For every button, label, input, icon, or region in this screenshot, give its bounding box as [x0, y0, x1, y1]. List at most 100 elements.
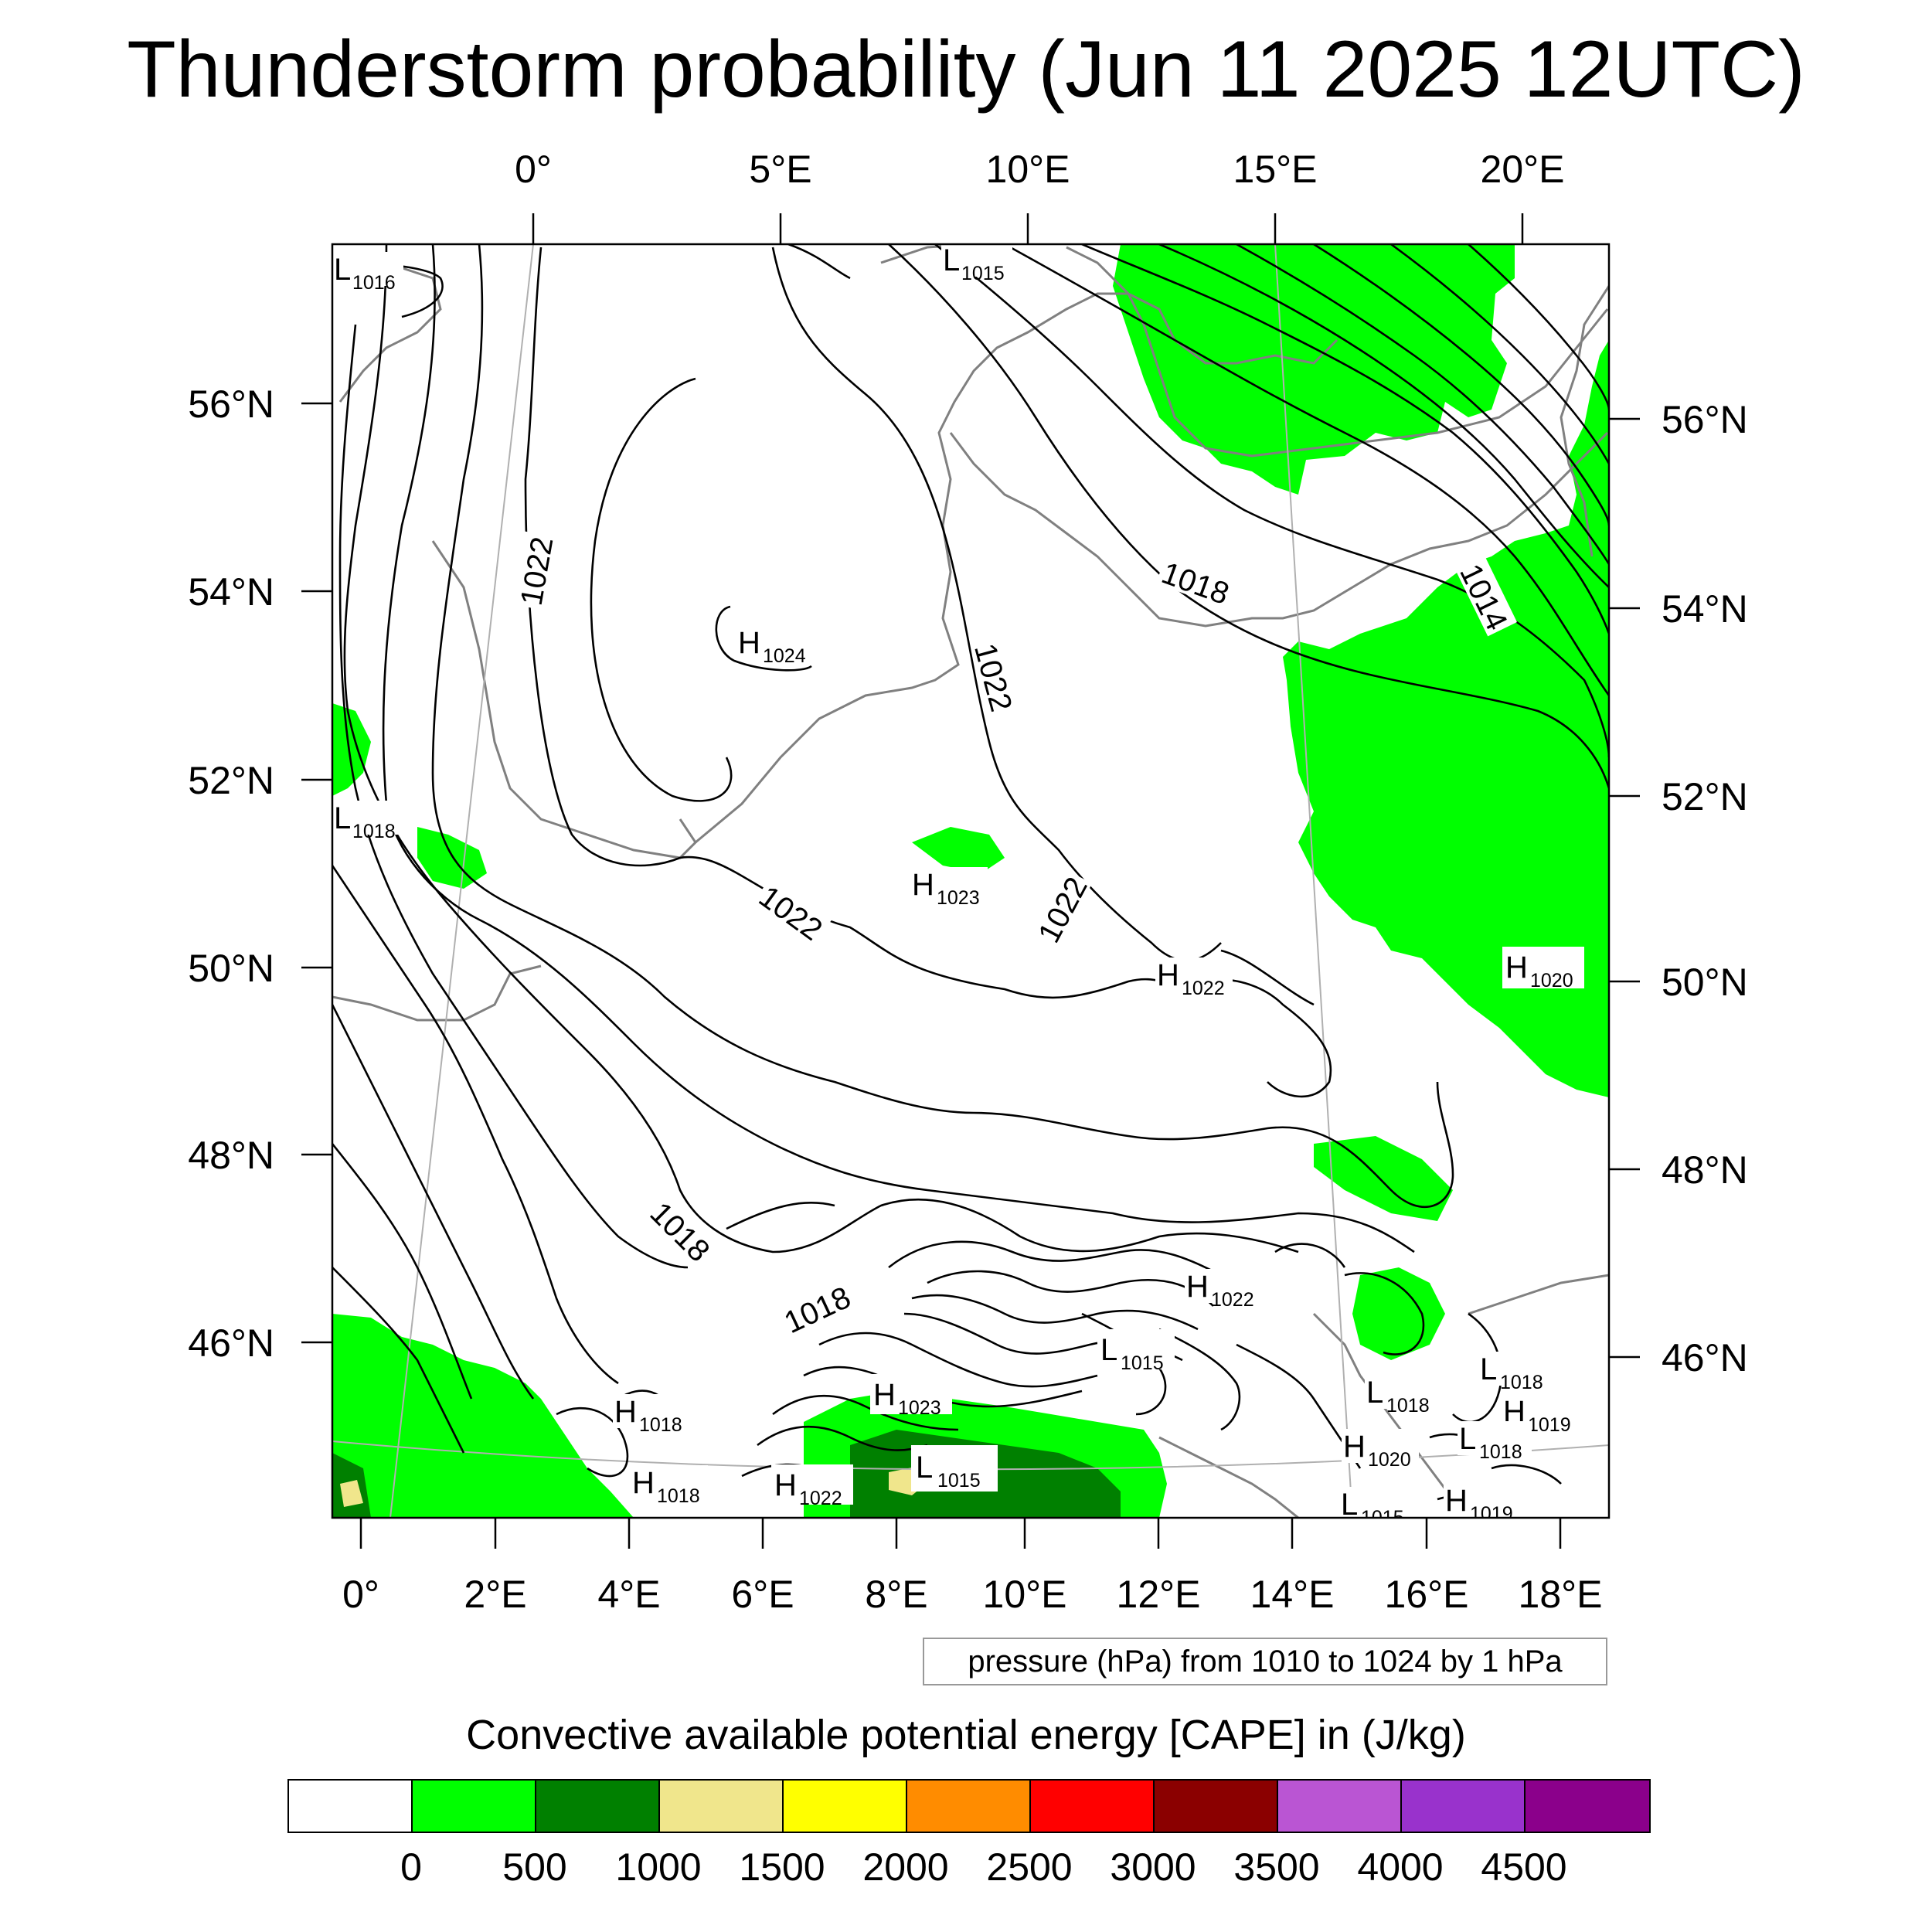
- colorbar: [287, 1779, 1651, 1833]
- svg-text:L: L: [1480, 1352, 1497, 1386]
- svg-text:H: H: [1343, 1430, 1366, 1464]
- tick-label: 52°N: [1662, 775, 1748, 818]
- tick-label: 0°: [515, 148, 552, 191]
- tick-label: 8°E: [865, 1573, 927, 1616]
- colorbar-swatch: [1278, 1781, 1402, 1832]
- svg-text:L: L: [1459, 1422, 1476, 1456]
- svg-text:1022: 1022: [799, 1488, 842, 1509]
- colorbar-label: 2500: [986, 1845, 1073, 1889]
- svg-text:1023: 1023: [937, 887, 980, 909]
- right-axis-labels: 56°N 54°N 52°N 50°N 48°N 46°N: [1662, 398, 1748, 1379]
- svg-text:H: H: [1505, 951, 1528, 985]
- top-axis-labels: 0° 5°E 10°E 15°E 20°E: [515, 148, 1564, 191]
- cape-region-central-scatter: [912, 827, 1005, 873]
- pressure-center: H 1019: [1444, 1483, 1521, 1525]
- svg-text:L: L: [1366, 1376, 1383, 1410]
- tick-label: 16°E: [1385, 1573, 1469, 1616]
- colorbar-label: 4500: [1481, 1845, 1567, 1889]
- tick-label: 0°: [342, 1573, 379, 1616]
- cape-region-east: [1283, 340, 1609, 1097]
- svg-text:H: H: [912, 868, 934, 902]
- bottom-axis-labels: 0° 2°E 4°E 6°E 8°E 10°E 12°E 14°E 16°E 1…: [342, 1573, 1602, 1616]
- pressure-center: L 1018: [1365, 1375, 1439, 1417]
- svg-text:1018: 1018: [639, 1414, 682, 1436]
- right-axis: [1609, 417, 1640, 1359]
- colorbar-label: 2000: [862, 1845, 949, 1889]
- colorbar-label: 0: [400, 1845, 422, 1889]
- pressure-centers: L 1016 L 1015 H 1024 L 1018 H 1023 H 1022 H 102…: [332, 243, 1584, 1529]
- pressure-center: L 1015: [941, 243, 1012, 284]
- svg-text:1018: 1018: [657, 1485, 700, 1507]
- tick-label: 4°E: [597, 1573, 660, 1616]
- colorbar-swatch: [1402, 1781, 1526, 1832]
- colorbar-swatch: [907, 1781, 1031, 1832]
- svg-text:H: H: [1445, 1484, 1468, 1518]
- coastlines: [332, 244, 1609, 1518]
- tick-label: 2°E: [464, 1573, 526, 1616]
- svg-text:1019: 1019: [1470, 1503, 1513, 1525]
- tick-label: 46°N: [188, 1321, 274, 1365]
- tick-label: 6°E: [731, 1573, 794, 1616]
- cape-region-corner-yellow: [340, 1480, 363, 1507]
- svg-text:1018: 1018: [352, 821, 396, 842]
- pressure-note: pressure (hPa) from 1010 to 1024 by 1 hP…: [923, 1638, 1607, 1685]
- map-area: L 1016 L 1015 H 1024 L 1018 H 1023 H 1022 H 102…: [332, 243, 1609, 1529]
- cape-region-hungary: [1314, 1136, 1453, 1221]
- tick-label: 14°E: [1250, 1573, 1335, 1616]
- tick-label: 20°E: [1481, 148, 1565, 191]
- cape-field: [332, 244, 1609, 1518]
- colorbar-label: 1000: [615, 1845, 702, 1889]
- pressure-center: H 1022: [1155, 957, 1233, 999]
- svg-text:1018: 1018: [1386, 1395, 1430, 1417]
- isobar-label: 1022: [512, 531, 560, 611]
- tick-label: 10°E: [986, 148, 1070, 191]
- cape-region-northeast: [1113, 244, 1515, 495]
- svg-text:L: L: [943, 243, 960, 277]
- pressure-center: L 1016: [332, 252, 403, 294]
- tick-label: 50°N: [188, 947, 274, 990]
- pressure-center: L 1015: [1339, 1487, 1413, 1529]
- pressure-center: H 1022: [771, 1464, 853, 1509]
- svg-text:H: H: [632, 1466, 655, 1500]
- svg-text:1015: 1015: [937, 1470, 981, 1492]
- colorbar-swatch: [660, 1781, 784, 1832]
- pressure-center: H 1023: [910, 867, 988, 909]
- svg-text:H: H: [738, 626, 760, 660]
- tick-label: 56°N: [188, 383, 274, 426]
- tick-label: 48°N: [188, 1134, 274, 1177]
- tick-label: 12°E: [1117, 1573, 1201, 1616]
- colorbar-label: 1500: [739, 1845, 825, 1889]
- pressure-center: H 1022: [1185, 1269, 1262, 1311]
- pressure-center: H 1023: [870, 1374, 952, 1419]
- pressure-center: L 1018: [1478, 1352, 1553, 1393]
- colorbar-swatch: [289, 1781, 413, 1832]
- pressure-center: H 1018: [631, 1465, 708, 1507]
- tick-label: 18°E: [1519, 1573, 1603, 1616]
- pressure-center: H 1018: [613, 1394, 690, 1436]
- svg-text:H: H: [774, 1468, 797, 1502]
- svg-text:1015: 1015: [1361, 1507, 1404, 1529]
- tick-label: 15°E: [1233, 148, 1318, 191]
- colorbar-label: 500: [502, 1845, 567, 1889]
- pressure-center: H 1020: [1342, 1429, 1419, 1471]
- colorbar-label: 3500: [1233, 1845, 1320, 1889]
- tick-label: 54°N: [1662, 587, 1748, 631]
- svg-text:1015: 1015: [961, 263, 1005, 284]
- colorbar-swatch: [1155, 1781, 1278, 1832]
- svg-text:L: L: [1341, 1488, 1358, 1522]
- tick-label: 54°N: [188, 570, 274, 614]
- pressure-center: H 1024: [736, 625, 814, 667]
- cape-region-channel: [417, 827, 487, 889]
- tick-label: 50°N: [1662, 961, 1748, 1004]
- isobar-labels: 1022 1018 1014 1022 1022 1022 1018 1018: [512, 531, 1518, 1340]
- svg-text:1016: 1016: [352, 272, 396, 294]
- svg-text:H: H: [1186, 1270, 1209, 1304]
- chart-title: Thunderstorm probability (Jun 11 2025 12…: [127, 25, 1805, 114]
- svg-text:H: H: [614, 1395, 637, 1429]
- svg-text:H: H: [873, 1378, 896, 1412]
- cape-region-west-coast: [332, 703, 371, 796]
- left-axis-labels: 56°N 54°N 52°N 50°N 48°N 46°N: [188, 383, 274, 1365]
- svg-text:1022: 1022: [1182, 978, 1225, 999]
- svg-text:1020: 1020: [1530, 970, 1573, 992]
- pressure-center: H 1020: [1502, 947, 1584, 992]
